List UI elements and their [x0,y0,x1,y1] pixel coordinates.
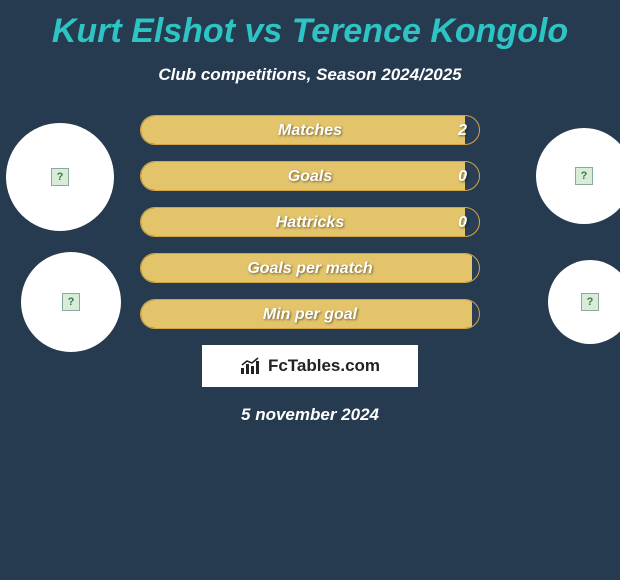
brand-text: FcTables.com [268,356,380,376]
stat-row-matches: Matches 2 [140,115,480,145]
stat-row-hattricks: Hattricks 0 [140,207,480,237]
broken-image-icon: ? [581,293,599,311]
player-photo-top-left: ? [6,123,114,231]
stat-label: Min per goal [141,300,479,329]
stat-row-min-per-goal: Min per goal [140,299,480,329]
stat-label: Matches [141,116,479,145]
player-photo-bottom-right: ? [548,260,620,344]
stat-row-goals: Goals 0 [140,161,480,191]
broken-image-icon: ? [62,293,80,311]
stat-label: Goals per match [141,254,479,283]
page-title: Kurt Elshot vs Terence Kongolo [0,0,620,51]
broken-image-icon: ? [51,168,69,186]
subtitle: Club competitions, Season 2024/2025 [0,65,620,85]
stat-value: 2 [458,116,467,145]
stat-value: 0 [458,208,467,237]
stat-value: 0 [458,162,467,191]
stat-label: Hattricks [141,208,479,237]
player-photo-bottom-left: ? [21,252,121,352]
brand-box: FcTables.com [202,345,418,387]
date: 5 november 2024 [0,405,620,425]
stat-label: Goals [141,162,479,191]
broken-image-icon: ? [575,167,593,185]
stat-row-goals-per-match: Goals per match [140,253,480,283]
chart-icon [240,357,262,375]
